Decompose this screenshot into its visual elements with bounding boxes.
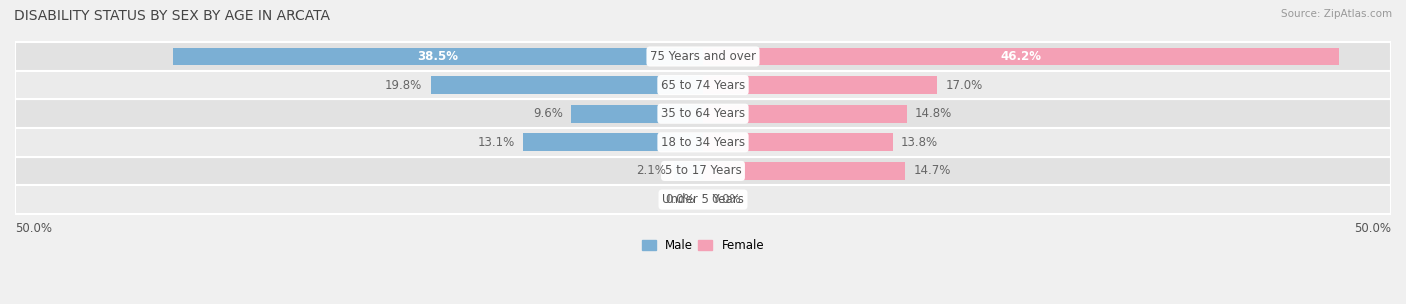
- Text: 2.1%: 2.1%: [636, 164, 666, 178]
- Text: 0.0%: 0.0%: [665, 193, 695, 206]
- Text: 14.8%: 14.8%: [915, 107, 952, 120]
- Bar: [571, 105, 703, 123]
- Text: 0.0%: 0.0%: [711, 193, 741, 206]
- Bar: [15, 99, 1391, 128]
- Bar: [673, 162, 703, 180]
- Bar: [15, 157, 1391, 185]
- Bar: [703, 48, 1339, 65]
- Bar: [15, 185, 1391, 214]
- Text: 13.8%: 13.8%: [901, 136, 938, 149]
- Text: 65 to 74 Years: 65 to 74 Years: [661, 79, 745, 92]
- Text: 13.1%: 13.1%: [477, 136, 515, 149]
- Bar: [523, 133, 703, 151]
- Text: 38.5%: 38.5%: [418, 50, 458, 63]
- Bar: [703, 105, 907, 123]
- Text: 5 to 17 Years: 5 to 17 Years: [665, 164, 741, 178]
- Text: 18 to 34 Years: 18 to 34 Years: [661, 136, 745, 149]
- Bar: [703, 133, 893, 151]
- Bar: [703, 162, 905, 180]
- Bar: [703, 76, 936, 94]
- Legend: Male, Female: Male, Female: [637, 234, 769, 257]
- Text: Source: ZipAtlas.com: Source: ZipAtlas.com: [1281, 9, 1392, 19]
- Text: 75 Years and over: 75 Years and over: [650, 50, 756, 63]
- Text: Under 5 Years: Under 5 Years: [662, 193, 744, 206]
- Text: 35 to 64 Years: 35 to 64 Years: [661, 107, 745, 120]
- Text: 50.0%: 50.0%: [1354, 222, 1391, 235]
- Text: 46.2%: 46.2%: [1000, 50, 1042, 63]
- Bar: [430, 76, 703, 94]
- Bar: [173, 48, 703, 65]
- Bar: [15, 42, 1391, 71]
- Text: 19.8%: 19.8%: [385, 79, 422, 92]
- Text: 9.6%: 9.6%: [533, 107, 562, 120]
- Bar: [15, 128, 1391, 157]
- Text: 50.0%: 50.0%: [15, 222, 52, 235]
- Text: 17.0%: 17.0%: [945, 79, 983, 92]
- Bar: [15, 71, 1391, 99]
- Text: DISABILITY STATUS BY SEX BY AGE IN ARCATA: DISABILITY STATUS BY SEX BY AGE IN ARCAT…: [14, 9, 330, 23]
- Text: 14.7%: 14.7%: [914, 164, 950, 178]
